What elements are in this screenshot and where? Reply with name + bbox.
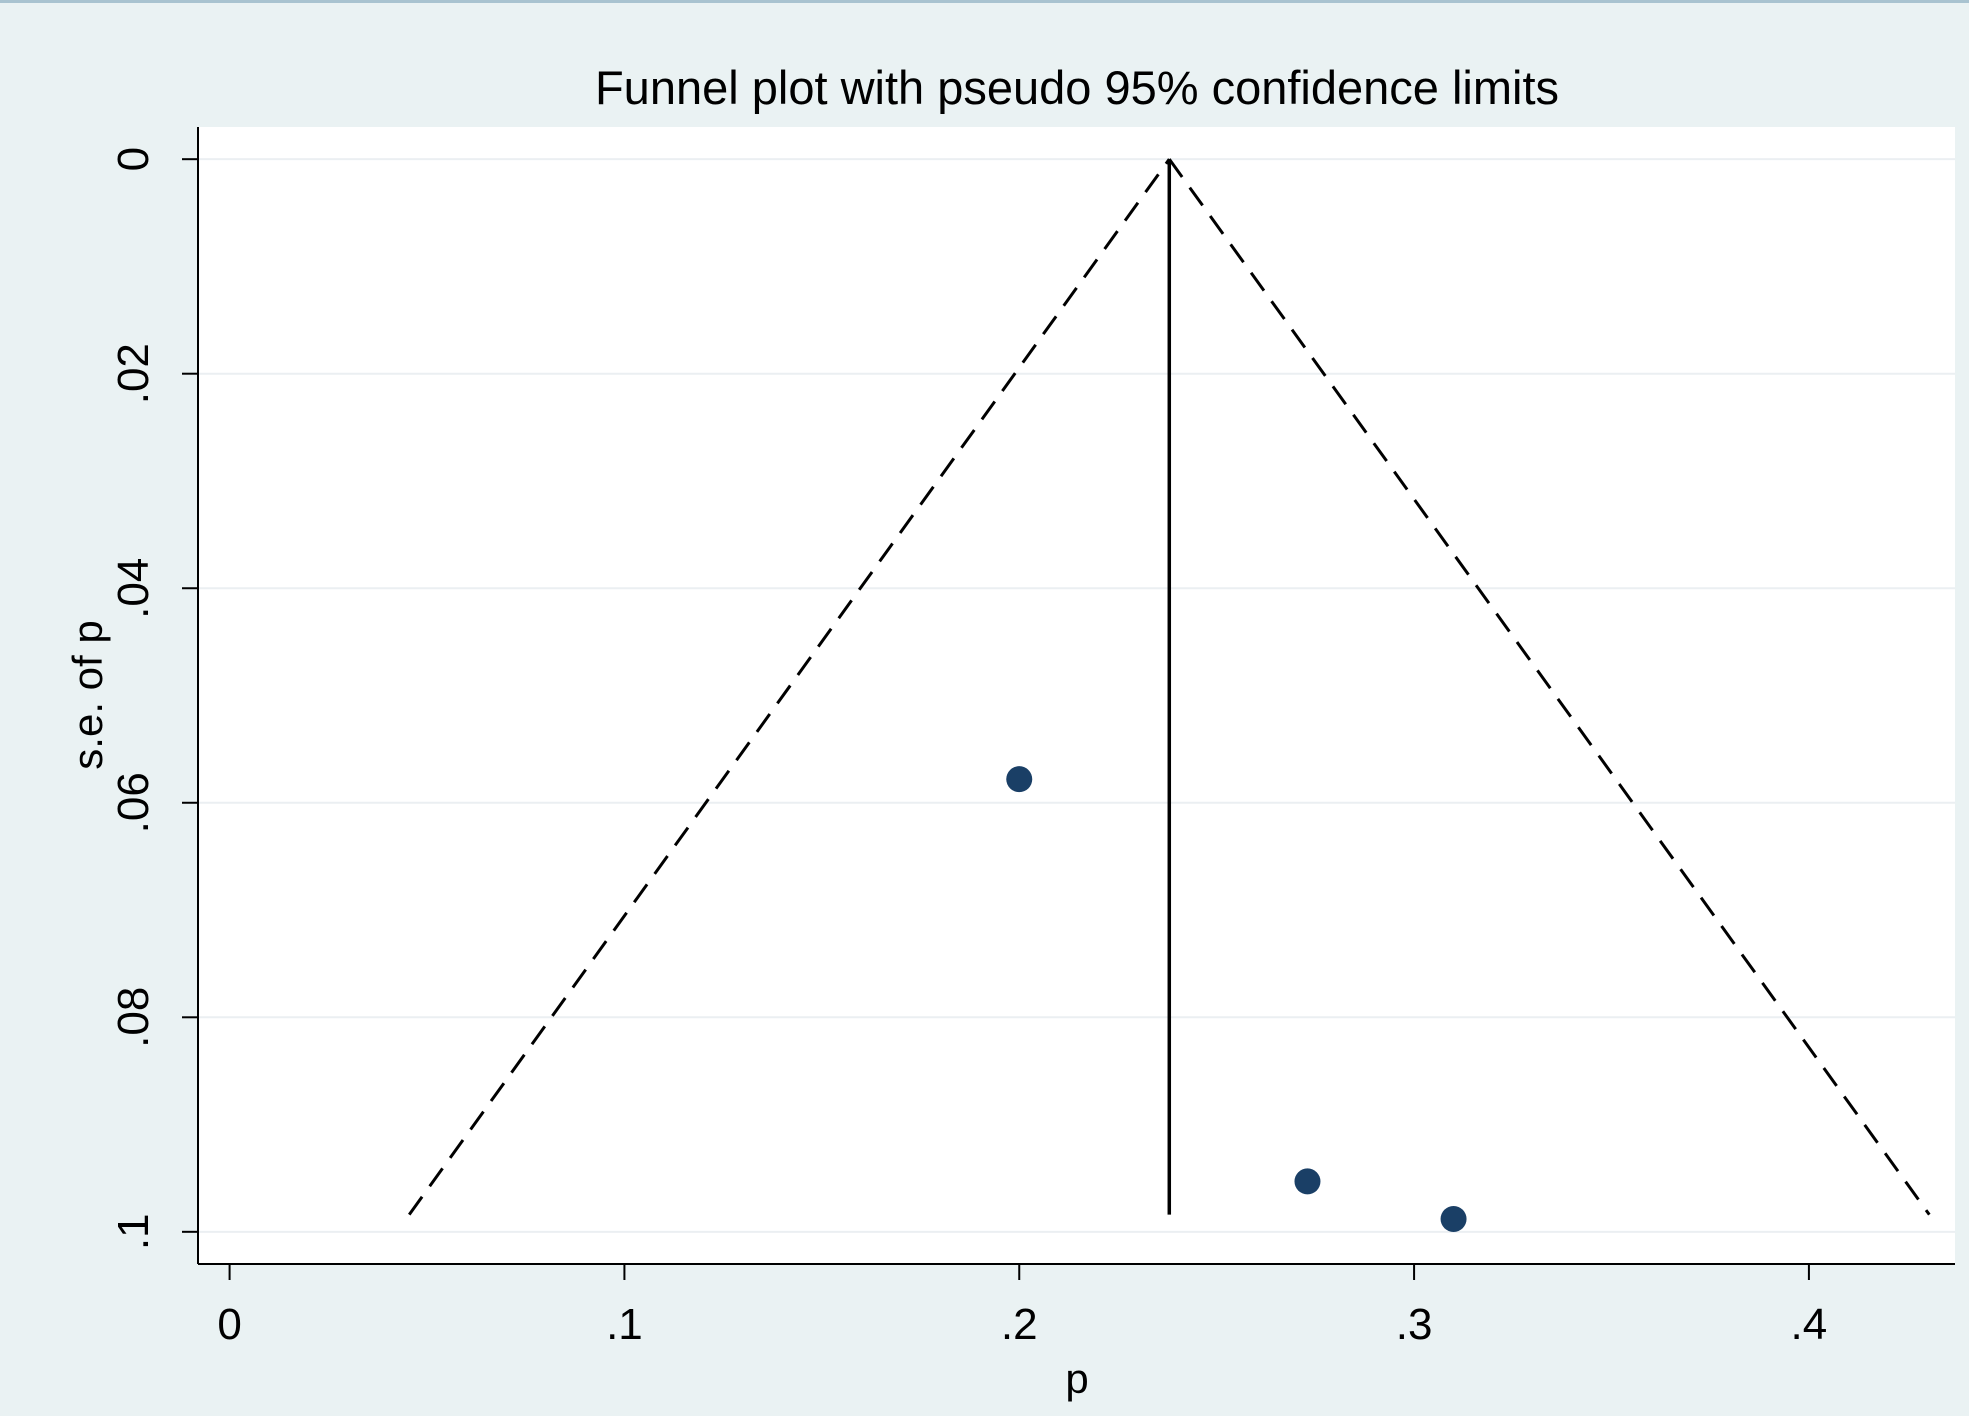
top-border bbox=[0, 0, 1969, 3]
y-tick-label: .1 bbox=[109, 1213, 158, 1250]
y-tick-label: .08 bbox=[109, 987, 158, 1048]
study-points bbox=[1006, 766, 1467, 1232]
x-tick-label: .2 bbox=[1001, 1300, 1038, 1349]
confidence-funnel bbox=[408, 158, 1931, 1216]
y-tick-label: .04 bbox=[109, 558, 158, 619]
plot-region bbox=[198, 127, 1955, 1264]
x-tick-label: .3 bbox=[1396, 1300, 1433, 1349]
study-point bbox=[1440, 1205, 1467, 1232]
y-axis-label: s.e. of p bbox=[64, 620, 111, 769]
left-confidence-limit bbox=[408, 158, 1171, 1216]
x-tick-label: .4 bbox=[1791, 1300, 1828, 1349]
y-tick-label: 0 bbox=[109, 147, 158, 171]
y-tick-label: .06 bbox=[109, 772, 158, 833]
axes: 0 .02 .04 .06 .08 .1 0 .1 .2 .3 .4 bbox=[109, 127, 1955, 1349]
x-axis-label: p bbox=[1065, 1355, 1088, 1402]
study-point bbox=[1294, 1168, 1321, 1195]
x-tick-label: 0 bbox=[217, 1300, 241, 1349]
study-point bbox=[1006, 766, 1033, 793]
chart-title: Funnel plot with pseudo 95% confidence l… bbox=[595, 61, 1559, 114]
y-tick-label: .02 bbox=[109, 343, 158, 404]
grid-lines bbox=[198, 158, 1955, 1233]
x-tick-label: .1 bbox=[606, 1300, 643, 1349]
right-confidence-limit bbox=[1168, 158, 1931, 1216]
